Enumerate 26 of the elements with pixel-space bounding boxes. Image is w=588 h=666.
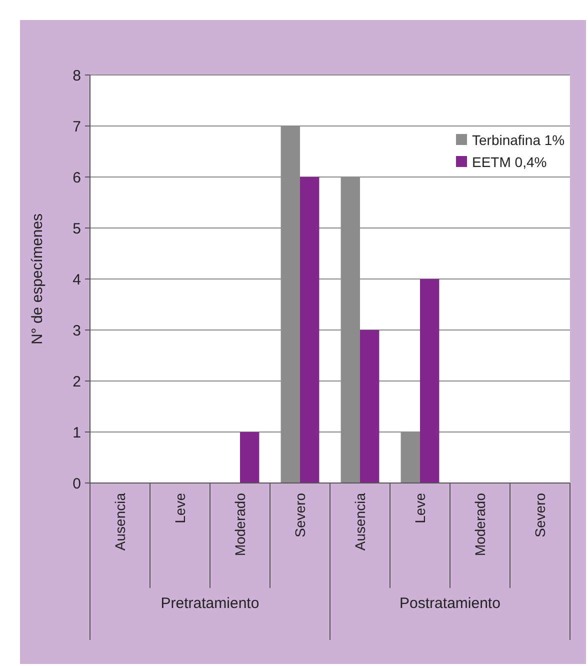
y-tick-label: 1 [72, 424, 81, 442]
y-tick-label: 3 [72, 322, 81, 340]
y-tick-label: 7 [72, 118, 81, 136]
y-axis-title: N° de especímenes [29, 213, 46, 345]
text: Postratamiento [400, 595, 500, 612]
bar [420, 279, 440, 483]
x-tick-label: Ausencia [112, 492, 128, 551]
y-tick-label: 2 [72, 373, 81, 390]
y-tick-label: 0 [72, 475, 81, 492]
x-tick-label: Moderado [472, 492, 488, 556]
y-tick-label: 8 [72, 67, 81, 84]
x-tick-label: Moderado [232, 492, 248, 556]
y-tick-label: 6 [72, 169, 81, 186]
legend-label: EETM 0,4% [472, 154, 547, 170]
bar [300, 177, 320, 483]
x-tick-label: Severo [532, 492, 548, 538]
x-tick-label: Ausencia [352, 492, 368, 551]
text: Pretratamiento [160, 595, 260, 612]
x-tick-label: Leve [412, 492, 428, 524]
y-tick-label: 4 [72, 271, 81, 288]
x-tick-label: Leve [172, 492, 188, 524]
bar [360, 330, 380, 483]
legend-label: Terbinafina 1% [472, 132, 565, 148]
x-tick-label: Severo [292, 492, 308, 538]
y-tick-label: 5 [72, 220, 81, 238]
bar [240, 432, 260, 483]
